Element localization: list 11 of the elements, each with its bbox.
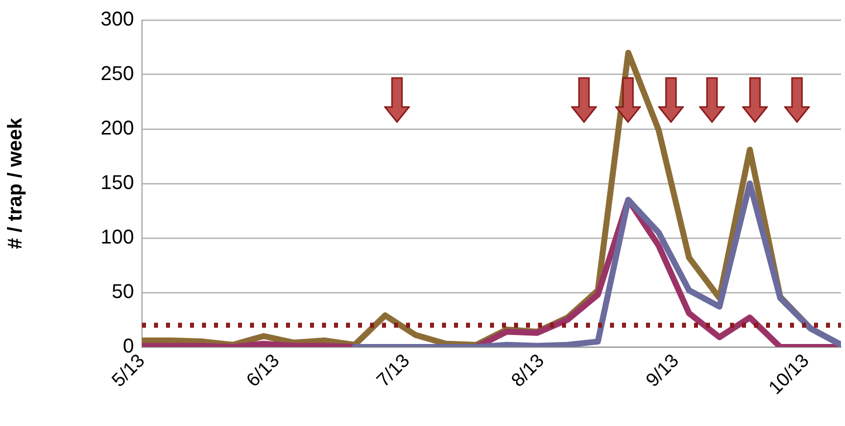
y-tick-label: 100 [100,226,134,249]
x-tick-label: 8/13 [508,350,549,392]
y-tick-label: 150 [100,172,134,194]
x-tick-label: 9/13 [642,350,684,392]
y-tick-label: 200 [100,118,134,140]
y-tick-label: 250 [100,63,134,86]
x-tick-label: 6/13 [242,350,284,392]
y-tick-label: 50 [112,281,134,304]
y-tick-label: 300 [100,8,134,31]
y-axis-title: # / trap / week [4,117,27,250]
x-tick-label: 7/13 [373,350,414,392]
